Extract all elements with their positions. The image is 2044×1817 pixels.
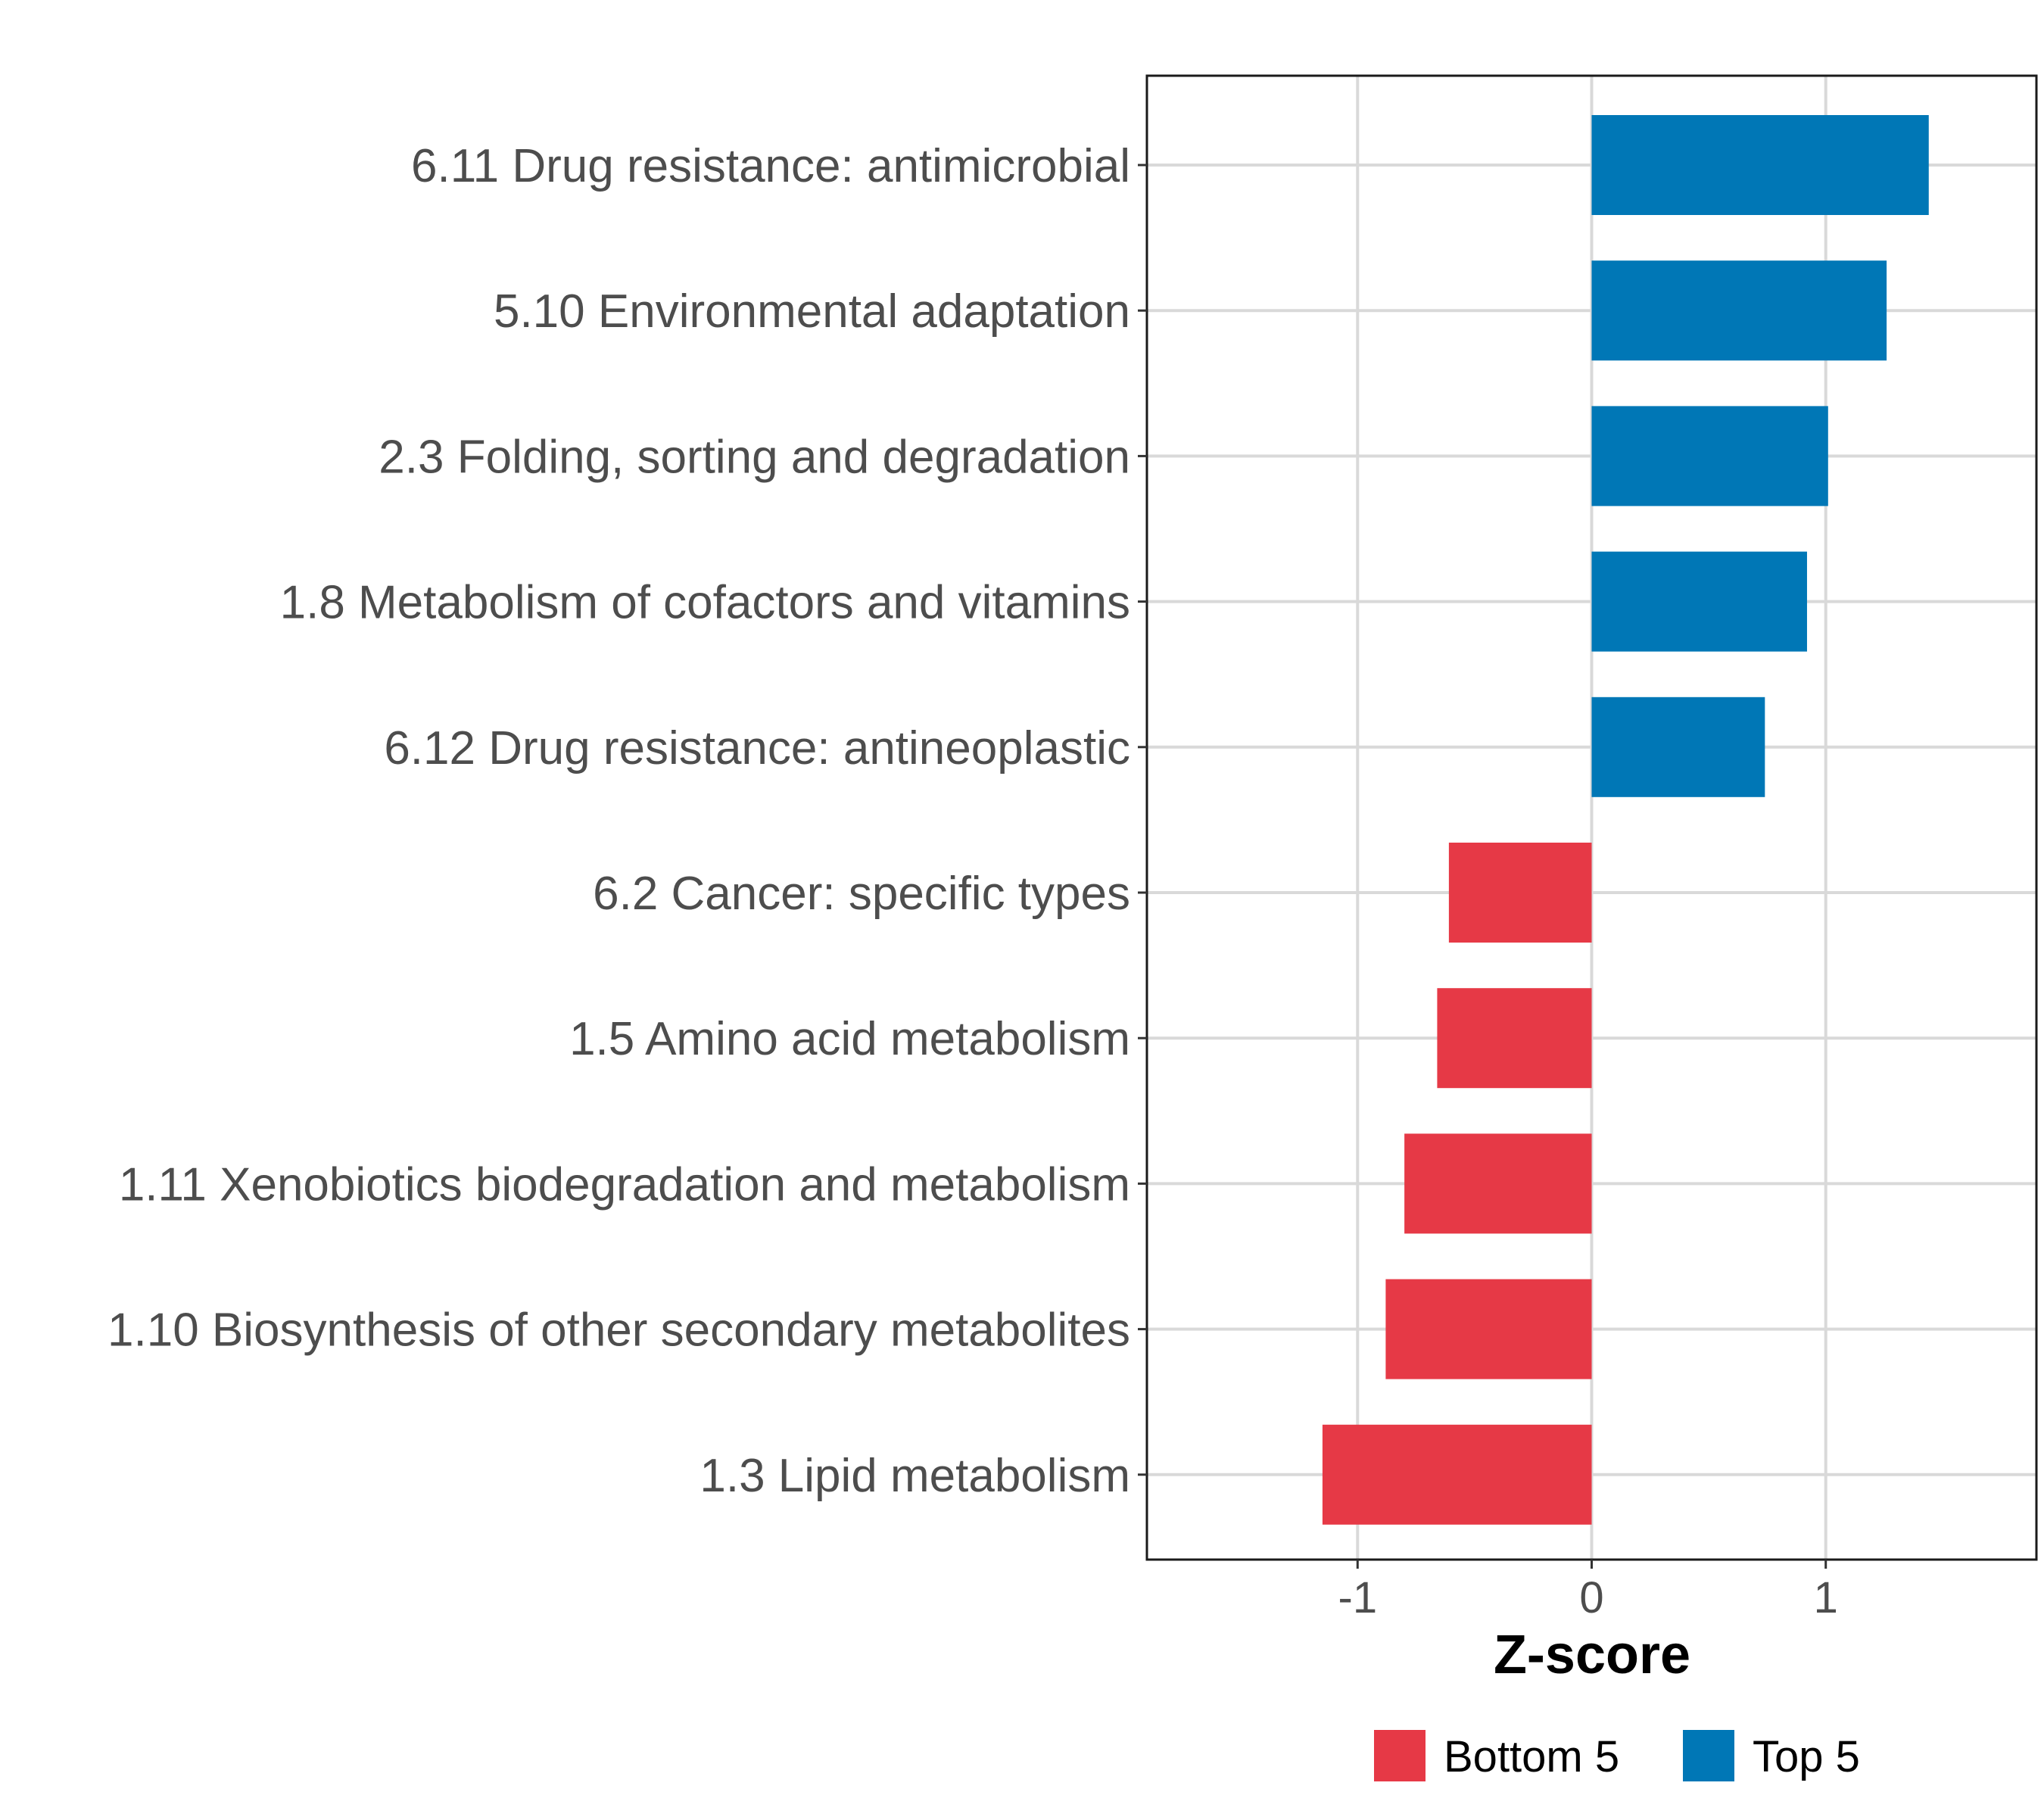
bar-4 [1591, 697, 1765, 797]
y-tick-label-3: 1.8 Metabolism of cofactors and vitamins [280, 577, 1130, 629]
legend-label-1: Top 5 [1753, 1732, 1860, 1781]
x-tick-label-0: -1 [1338, 1573, 1378, 1622]
bar-0 [1591, 115, 1929, 215]
y-tick-label-9: 1.3 Lipid metabolism [700, 1450, 1130, 1502]
y-tick-label-1: 5.10 Environmental adaptation [494, 285, 1130, 338]
y-tick-label-7: 1.11 Xenobiotics biodegradation and meta… [119, 1158, 1130, 1211]
bars [1322, 115, 1929, 1525]
bar-3 [1591, 551, 1807, 652]
bar-1 [1591, 260, 1887, 361]
bar-8 [1385, 1279, 1592, 1379]
x-axis: -1 0 1 [1338, 1560, 1838, 1622]
legend-label-0: Bottom 5 [1444, 1732, 1619, 1781]
bar-9 [1322, 1424, 1592, 1525]
y-tick-label-4: 6.12 Drug resistance: antineoplastic [384, 722, 1130, 774]
bar-6 [1437, 988, 1592, 1089]
y-tick-label-5: 6.2 Cancer: specific types [593, 868, 1130, 920]
x-tick-label-2: 1 [1814, 1573, 1838, 1622]
bar-5 [1448, 843, 1592, 943]
bar-7 [1404, 1133, 1592, 1234]
y-tick-label-0: 6.11 Drug resistance: antimicrobial [411, 140, 1130, 192]
legend: Bottom 5 Top 5 [1374, 1730, 1860, 1781]
x-axis-title: Z-score [1494, 1625, 1690, 1685]
y-axis: 6.11 Drug resistance: antimicrobial 5.10 … [107, 140, 1147, 1502]
legend-swatch-0 [1374, 1730, 1426, 1781]
y-tick-label-6: 1.5 Amino acid metabolism [569, 1013, 1130, 1065]
legend-swatch-1 [1683, 1730, 1734, 1781]
y-tick-label-2: 2.3 Folding, sorting and degradation [379, 431, 1130, 483]
x-tick-label-1: 0 [1579, 1573, 1603, 1622]
bar-2 [1591, 406, 1828, 506]
y-tick-label-8: 1.10 Biosynthesis of other secondary met… [107, 1304, 1130, 1357]
